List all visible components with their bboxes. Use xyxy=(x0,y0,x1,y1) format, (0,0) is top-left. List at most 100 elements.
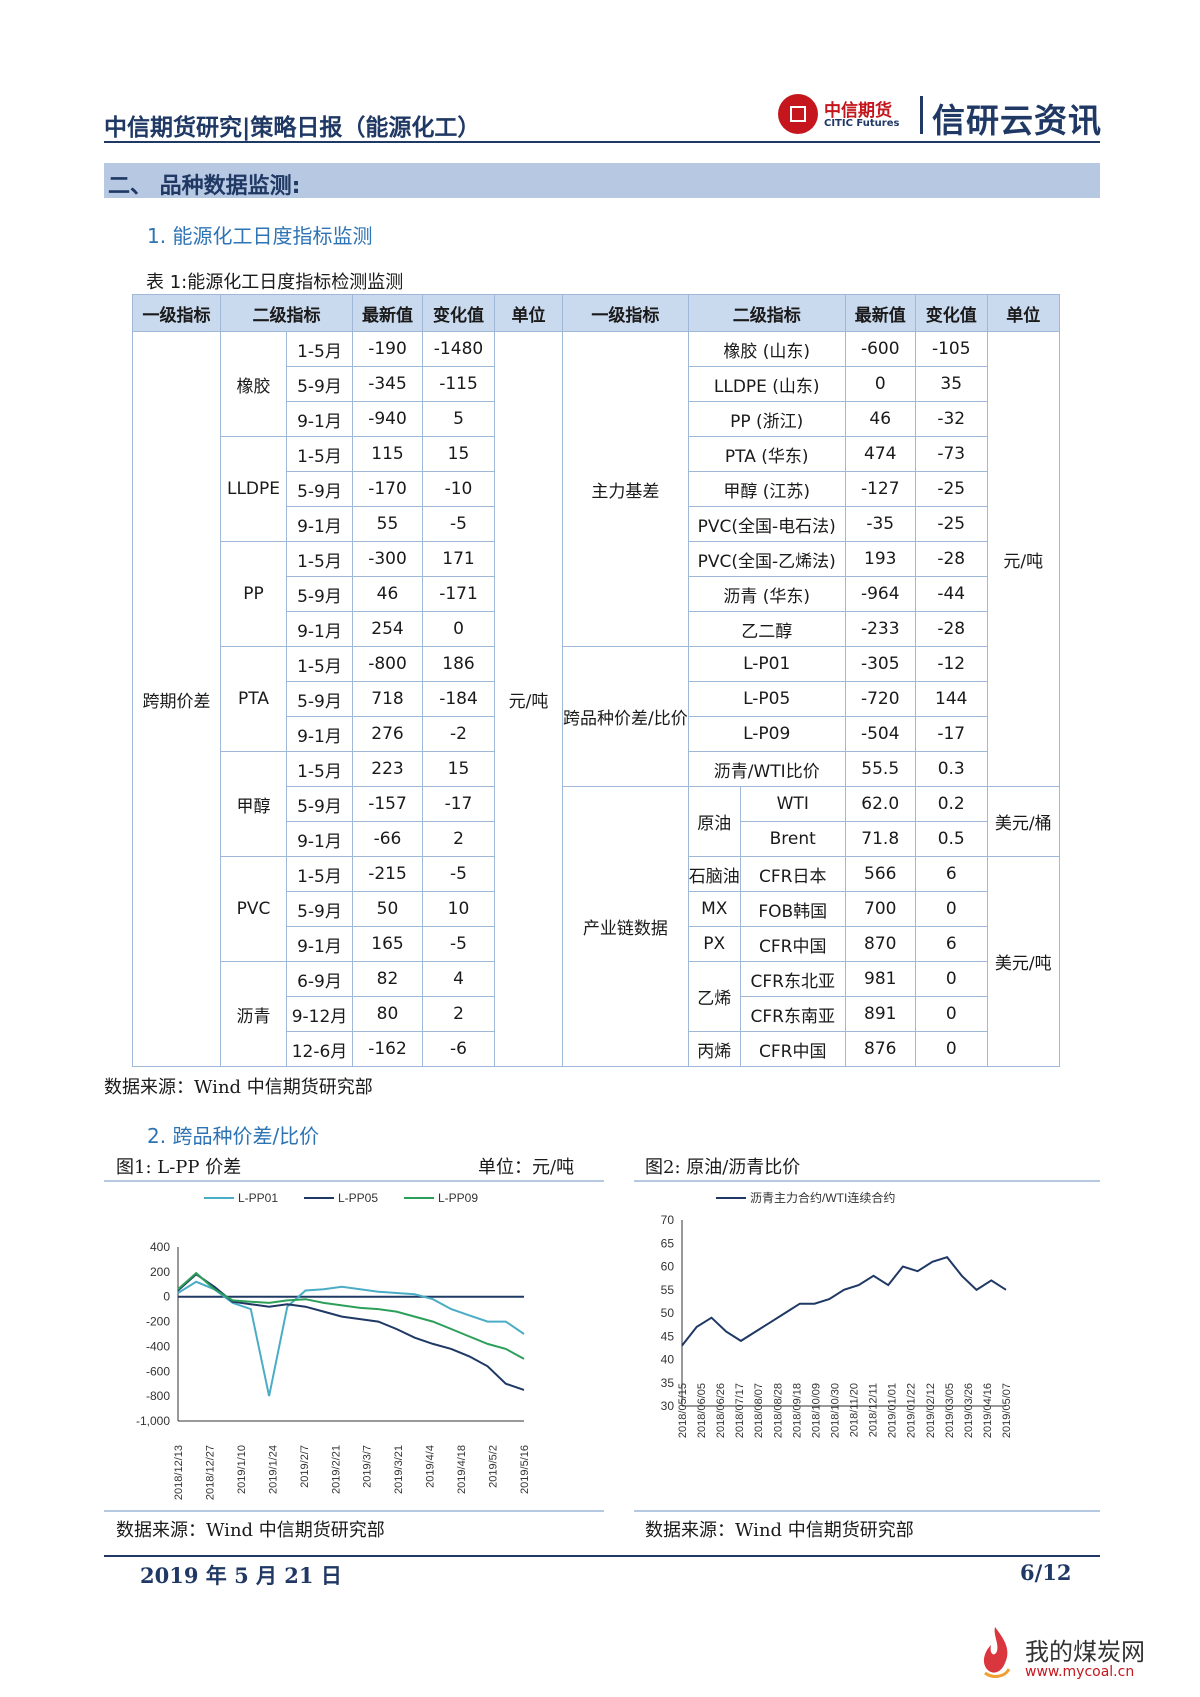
cell-latest: -190 xyxy=(352,331,423,367)
cell-latest: 62.0 xyxy=(844,786,916,822)
flame-logo-icon xyxy=(983,1627,1011,1678)
cell-latest: 0 xyxy=(844,366,916,402)
cell-variety: PTA xyxy=(220,646,287,752)
header-cell: 变化值 xyxy=(914,294,988,332)
cell-latest: 46 xyxy=(352,576,423,612)
cell-change: 144 xyxy=(914,681,988,717)
x-tick-label: 2019/4/18 xyxy=(456,1445,468,1494)
table-row: 9-1月 165 -5 PX CFR中国 870 6 xyxy=(133,926,1060,962)
x-tick-label: 2019/4/4 xyxy=(425,1445,437,1488)
cell-change: 0.2 xyxy=(914,786,988,822)
x-tick-label: 2019/02/12 xyxy=(925,1383,937,1438)
cell-period: 9-12月 xyxy=(286,996,353,1032)
cell-change: -73 xyxy=(914,436,988,472)
cell-change: -25 xyxy=(914,471,988,507)
table-row: 跨期价差 橡胶 1-5月 -190 -1480 元/吨 主力基差 橡胶 (山东)… xyxy=(132,331,1060,1067)
legend-label: L-PP09 xyxy=(438,1191,478,1205)
cell-period: 9-1月 xyxy=(286,401,353,437)
cell-period: 12-6月 xyxy=(286,1031,353,1067)
series-line xyxy=(177,1280,525,1397)
cell-change: 15 xyxy=(422,436,495,472)
cell-variety: 沥青 xyxy=(220,961,287,1067)
cell-subgroup: 原油 xyxy=(687,786,741,857)
cell-indicator: L-P01 xyxy=(687,646,846,682)
header-divider xyxy=(104,141,1100,143)
cell-period: 5-9月 xyxy=(286,471,353,507)
fig2-source: 数据来源：Wind 中信期货研究部 xyxy=(645,1520,914,1541)
cell-change: 6 xyxy=(914,856,988,892)
cell-latest: 46 xyxy=(844,401,916,437)
cell-change: -44 xyxy=(914,576,988,612)
cell-indicator: CFR中国 xyxy=(739,1031,846,1067)
y-tick-label: 40 xyxy=(661,1353,675,1367)
header-cell: 单位 xyxy=(494,294,563,332)
cell-latest: -215 xyxy=(352,856,423,892)
cell-indicator: L-P09 xyxy=(687,716,846,752)
cell-indicator: FOB韩国 xyxy=(739,891,846,927)
footer-divider xyxy=(104,1555,1100,1557)
cell-indicator: 沥青/WTI比价 xyxy=(687,751,846,787)
cell-latest: -300 xyxy=(352,541,423,577)
table-header-row: 一级指标 二级指标 最新值 变化值 单位 一级指标 二级指标 最新值 变化值 单… xyxy=(132,294,1060,332)
series-line xyxy=(681,1256,1007,1347)
cell-latest: 50 xyxy=(352,891,423,927)
cell-change: 15 xyxy=(422,751,495,787)
cell-latest: 71.8 xyxy=(844,821,916,857)
y-tick-label: 400 xyxy=(150,1240,170,1254)
cell-period: 9-1月 xyxy=(286,611,353,647)
table-row: PTA 1-5月 -800 186 跨品种价差/比价 L-P01 -305 -1… xyxy=(133,646,1060,787)
cell-change: 0 xyxy=(914,961,988,997)
x-tick-label: 2019/2/21 xyxy=(330,1445,342,1494)
table-row: 9-12月 80 2 CFR东南亚 891 0 xyxy=(133,996,1060,1032)
watermark-url: www.mycoal.cn xyxy=(1025,1664,1135,1680)
x-tick-label: 2019/5/2 xyxy=(488,1445,500,1488)
cell-latest: 891 xyxy=(844,996,916,1032)
cell-latest: 55 xyxy=(352,506,423,542)
header-cell: 最新值 xyxy=(352,294,423,332)
cell-period: 9-1月 xyxy=(286,821,353,857)
cell-latest: -305 xyxy=(844,646,916,682)
x-tick-label: 2018/10/09 xyxy=(810,1383,822,1438)
y-tick-label: 70 xyxy=(661,1213,675,1227)
cell-change: -17 xyxy=(914,716,988,752)
cell-unit-right: 元/吨 xyxy=(986,331,1060,787)
fig1-caption: 图1: L-PP 价差 xyxy=(116,1157,242,1178)
cell-latest: -600 xyxy=(844,331,916,367)
table-row: 5-9月 -170 -10 甲醇 (江苏) -127 -25 xyxy=(133,471,1060,507)
footer-date: 2019 年 5 月 21 日 xyxy=(140,1563,342,1588)
cell-period: 5-9月 xyxy=(286,786,353,822)
cell-unit-left: 元/吨 xyxy=(494,331,563,1067)
cell-indicator: CFR中国 xyxy=(739,926,846,962)
x-tick-label: 2018/11/20 xyxy=(849,1383,861,1437)
x-tick-label: 2019/5/16 xyxy=(519,1445,531,1494)
indicator-table: 一级指标 二级指标 最新值 变化值 单位 一级指标 二级指标 最新值 变化值 单… xyxy=(132,294,1060,1067)
cell-change: -10 xyxy=(422,471,495,507)
logo-cn: 中信期货 xyxy=(824,101,892,121)
table-row: PP 1-5月 -300 171 PVC(全国-乙烯法) 193 -28 xyxy=(133,541,1060,647)
x-tick-label: 2019/03/26 xyxy=(963,1383,975,1438)
cell-change: 0 xyxy=(914,891,988,927)
cell-subgroup: 石脑油 xyxy=(687,856,741,892)
cell-indicator: 橡胶 (山东) xyxy=(687,331,846,367)
table-row: 5-9月 718 -184 L-P05 -720 144 xyxy=(133,681,1060,717)
table-row: 5-9月 -157 -17 产业链数据 原油 WTI 62.0 0.2 美元/桶 xyxy=(133,786,1060,1067)
cell-indicator: WTI xyxy=(739,786,846,822)
cell-latest: -35 xyxy=(844,506,916,542)
cell-change: -5 xyxy=(422,506,495,542)
x-tick-label: 2018/06/26 xyxy=(715,1383,727,1438)
brand-title: 信研云资讯 xyxy=(932,101,1102,140)
x-tick-label: 2018/05/15 xyxy=(677,1383,689,1438)
cell-indicator: PVC(全国-电石法) xyxy=(687,506,846,542)
cell-change: 6 xyxy=(914,926,988,962)
cell-indicator: PVC(全国-乙烯法) xyxy=(687,541,846,577)
cell-period: 1-5月 xyxy=(286,331,353,367)
cell-change: -28 xyxy=(914,541,988,577)
x-tick-label: 2018/12/27 xyxy=(204,1445,216,1500)
cell-indicator: PTA (华东) xyxy=(687,436,846,472)
cell-latest: -157 xyxy=(352,786,423,822)
cell-latest: 165 xyxy=(352,926,423,962)
cell-change: -25 xyxy=(914,506,988,542)
report-header-title: 中信期货研究|策略日报（能源化工） xyxy=(104,115,481,141)
cell-level1-basis: 主力基差 xyxy=(562,331,689,647)
x-tick-label: 2019/3/21 xyxy=(393,1445,405,1494)
